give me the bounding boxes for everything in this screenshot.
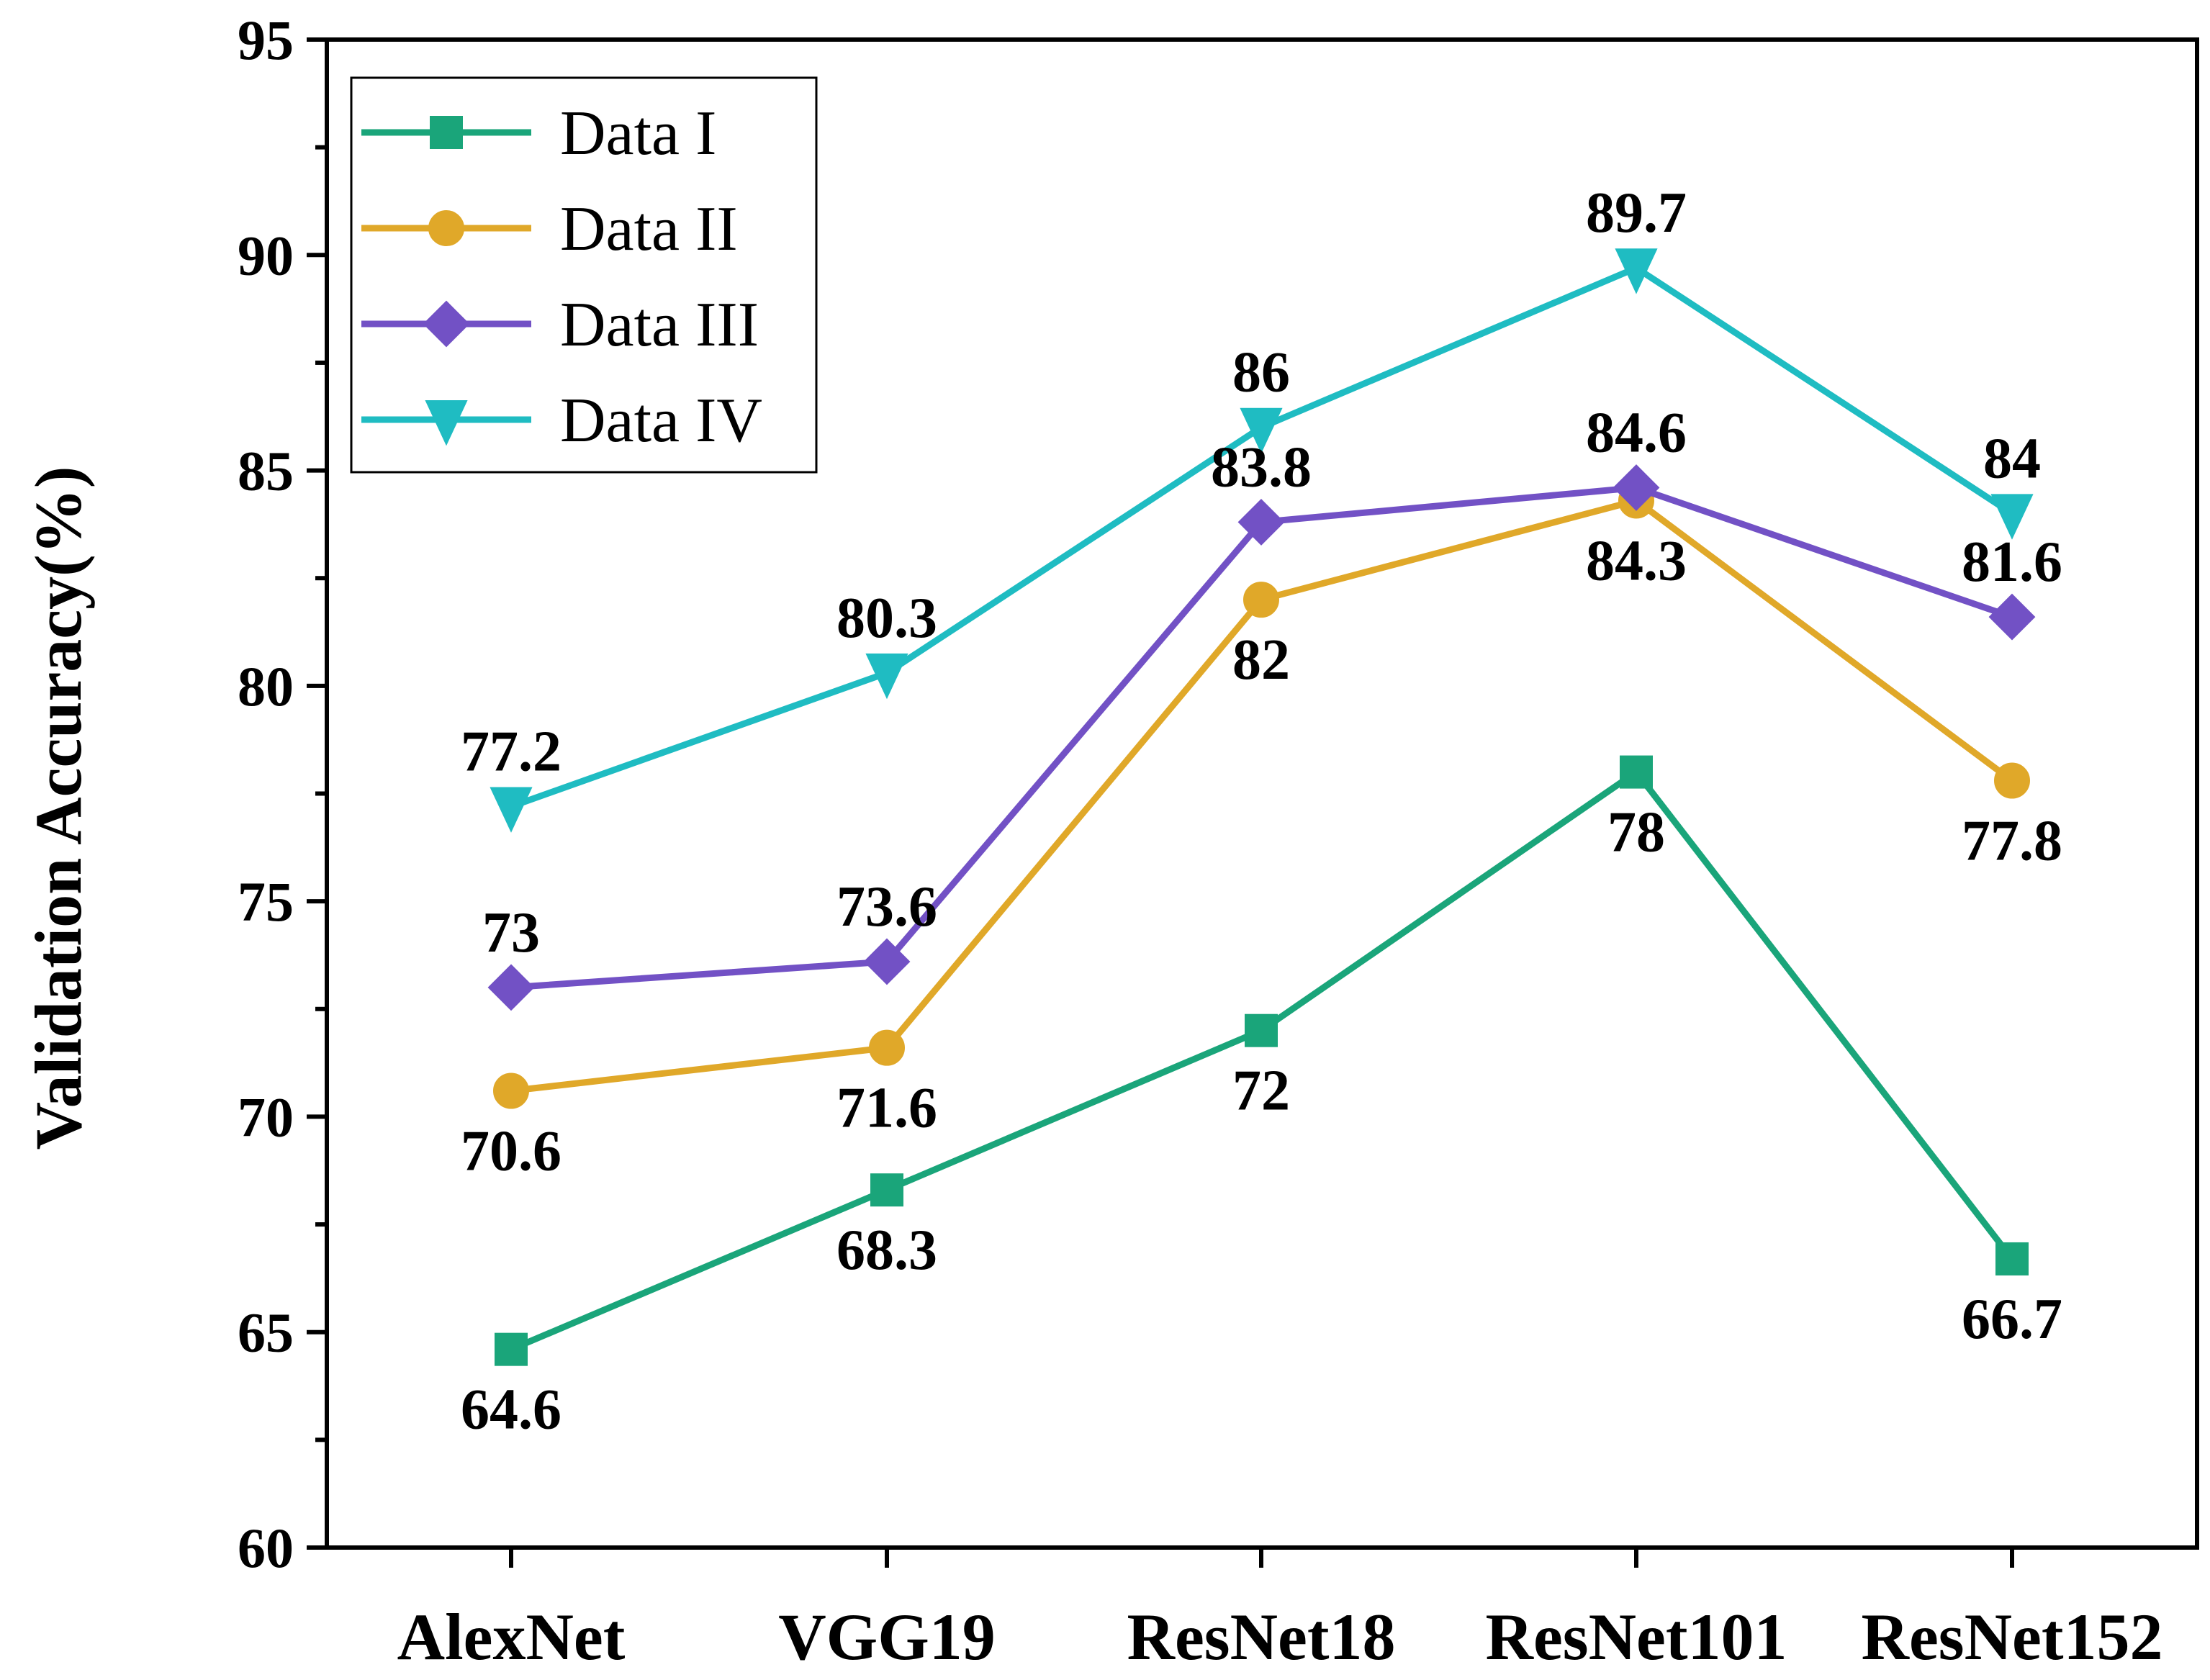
data-label: 71.6: [836, 1077, 937, 1140]
data-point: [490, 787, 533, 833]
data-label: 72: [1232, 1060, 1290, 1123]
data-label: 77.8: [1962, 810, 2062, 873]
legend-label: Data I: [560, 99, 716, 168]
data-label: 78: [1607, 801, 1665, 864]
data-point: [1245, 1013, 1278, 1047]
y-tick-label: 85: [238, 440, 294, 502]
legend-item: Data IV: [361, 386, 762, 456]
series-data-i: [495, 755, 2029, 1366]
data-point: [487, 964, 535, 1011]
legend-marker: [425, 400, 468, 446]
legend-marker: [423, 300, 470, 348]
data-point: [865, 653, 908, 700]
data-label: 64.6: [461, 1378, 561, 1442]
data-point: [1615, 248, 1658, 294]
data-labels: 64.6 68.3 72 78 66.7 70.6 71.6 82 84.3 77.8 73 73.6…: [461, 181, 2062, 1441]
y-axis-title: Validation Accuracy(%): [22, 466, 95, 1150]
data-label: 84: [1983, 427, 2041, 490]
legend-item: Data I: [361, 99, 716, 168]
y-tick-label: 95: [238, 9, 294, 71]
x-tick-label: ResNet101: [1486, 1600, 1787, 1674]
data-label: 84.6: [1586, 402, 1687, 465]
legend-item: Data II: [361, 194, 738, 264]
data-point: [863, 938, 911, 985]
data-label: 80.3: [836, 587, 937, 650]
legend-label: Data III: [560, 290, 759, 360]
data-label: 73: [482, 901, 540, 965]
data-point: [1620, 755, 1653, 789]
data-point: [493, 1072, 529, 1109]
x-tick-label: AlexNet: [397, 1600, 626, 1674]
legend-marker: [428, 210, 464, 246]
data-point: [869, 1029, 905, 1066]
legend-marker: [430, 116, 463, 149]
series-data-iii: [487, 464, 2036, 1011]
data-label: 77.2: [461, 720, 561, 783]
data-label: 89.7: [1586, 181, 1687, 245]
data-label: 81.6: [1962, 530, 2062, 594]
data-point: [1237, 498, 1285, 546]
data-label: 70.6: [461, 1120, 561, 1183]
data-label: 83.8: [1211, 435, 1312, 499]
data-point: [1988, 593, 2036, 641]
data-label: 68.3: [836, 1219, 937, 1282]
series-group: [487, 248, 2036, 1366]
data-point: [1613, 464, 1660, 511]
y-tick-label: 80: [238, 655, 294, 718]
data-point: [495, 1332, 528, 1366]
series-line: [510, 484, 2013, 991]
series-data-iv: [490, 248, 2034, 833]
axes: 60 65 70 75 80 85 90 95 AlexNet VGG19 ResNet18 ResN…: [22, 9, 2199, 1674]
data-point: [1243, 582, 1279, 618]
x-tick-label: ResNet18: [1127, 1600, 1396, 1674]
y-tick-label: 65: [238, 1301, 294, 1364]
data-label: 86: [1232, 341, 1290, 405]
legend-label: Data II: [560, 194, 738, 264]
legend-label: Data IV: [560, 386, 762, 456]
data-point: [1995, 1242, 2029, 1275]
data-label: 73.6: [836, 875, 937, 939]
data-point: [1240, 407, 1283, 454]
data-label: 66.7: [1962, 1288, 2062, 1351]
data-label: 82: [1232, 628, 1290, 692]
x-tick-label: ResNet152: [1862, 1600, 2163, 1674]
series-data-ii: [493, 482, 2030, 1109]
y-tick-label: 60: [238, 1517, 294, 1579]
y-tick-label: 90: [238, 224, 294, 286]
y-tick-label: 75: [238, 870, 294, 933]
legend: Data I Data II Data III Data IV: [350, 76, 818, 474]
legend-item: Data III: [361, 290, 759, 360]
data-point: [1990, 494, 2034, 540]
x-tick-label: VGG19: [778, 1600, 996, 1674]
data-label: 84.3: [1586, 529, 1687, 592]
data-point: [1994, 762, 2030, 799]
y-tick-label: 70: [238, 1085, 294, 1148]
data-point: [870, 1173, 903, 1207]
